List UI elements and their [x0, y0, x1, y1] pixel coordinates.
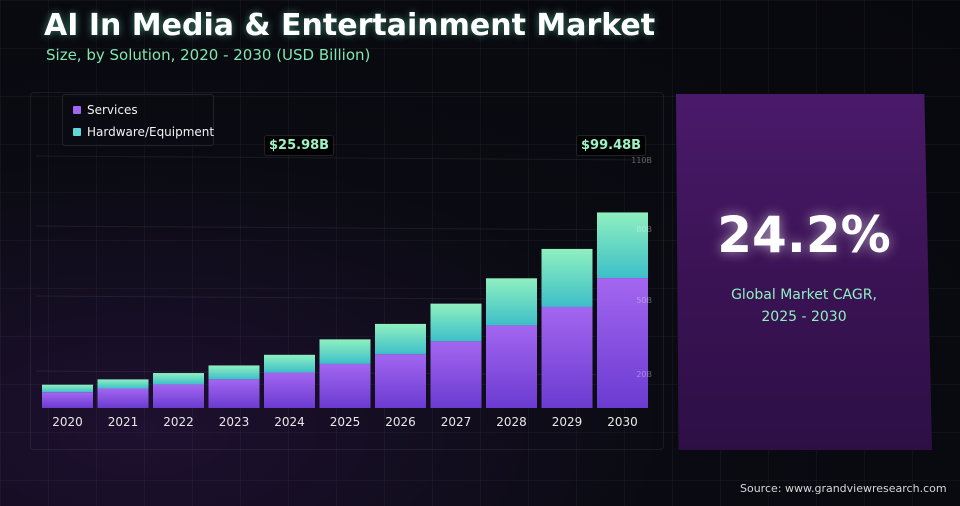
bar-services-2026 — [375, 354, 426, 408]
x-tick-label: 2020 — [52, 415, 83, 429]
bar-services-2025 — [319, 363, 371, 408]
callout-2024-value: $25.98B — [264, 135, 335, 156]
chart-panel — [30, 92, 664, 450]
callout-2030-value: $99.48B — [576, 135, 647, 156]
bar-hardware-2026 — [375, 323, 426, 355]
cagr-label-line1: Global Market CAGR, — [731, 287, 877, 303]
cagr-label-line2: 2025 - 2030 — [761, 309, 847, 325]
legend-item-hardware: Hardware/Equipment — [73, 125, 214, 139]
bar-hardware-2021 — [97, 379, 149, 389]
bar-hardware-2022 — [153, 373, 204, 385]
chart-legend: Services Hardware/Equipment — [62, 94, 214, 146]
grid-line — [35, 155, 651, 161]
x-tick-label: 2022 — [163, 415, 194, 429]
source-note: Source: www.grandviewresearch.com — [740, 482, 947, 495]
x-tick-label: 2025 — [330, 415, 361, 429]
bar-hardware-2027 — [430, 303, 482, 342]
bar-hardware-2025 — [319, 339, 371, 364]
legend-label-services: Services — [87, 103, 138, 117]
grid-line — [35, 225, 651, 231]
bar-hardware-2028 — [486, 278, 537, 326]
x-tick-label: 2024 — [274, 415, 305, 429]
chart-title: AI In Media & Entertainment Market — [44, 8, 656, 43]
y-tick-label: 20B — [636, 370, 652, 379]
bar-services-2022 — [153, 384, 204, 408]
y-tick-label: 80B — [636, 225, 652, 234]
x-tick-label: 2021 — [108, 415, 139, 429]
cagr-value: 24.2% — [717, 206, 891, 264]
bar-hardware-2029 — [541, 248, 593, 307]
bar-hardware-2024 — [264, 354, 315, 373]
legend-item-services: Services — [73, 103, 138, 117]
x-tick-label: 2026 — [385, 415, 416, 429]
x-tick-label: 2029 — [552, 415, 583, 429]
legend-label-hardware: Hardware/Equipment — [87, 125, 215, 139]
bar-services-2027 — [430, 341, 482, 408]
chart-subtitle: Size, by Solution, 2020 - 2030 (USD Bill… — [46, 46, 371, 64]
bar-hardware-2020 — [42, 384, 93, 393]
legend-swatch-services — [73, 106, 81, 114]
bar-services-2023 — [208, 379, 260, 408]
x-tick-label: 2027 — [441, 415, 472, 429]
bar-services-2030 — [597, 278, 648, 408]
bar-services-2024 — [264, 372, 315, 408]
y-tick-label: 50B — [636, 296, 652, 305]
bar-hardware-2030 — [597, 212, 648, 279]
x-tick-label: 2023 — [219, 415, 250, 429]
x-tick-label: 2030 — [607, 415, 638, 429]
legend-swatch-hardware — [73, 128, 81, 136]
y-tick-label: 110B — [631, 156, 652, 165]
bar-services-2028 — [486, 325, 537, 408]
cagr-panel: 24.2% Global Market CAGR, 2025 - 2030 — [676, 94, 932, 450]
cagr-label: Global Market CAGR, 2025 - 2030 — [676, 284, 932, 328]
bar-services-2021 — [97, 388, 149, 408]
x-tick-label: 2028 — [496, 415, 527, 429]
bar-services-2029 — [541, 306, 593, 408]
bar-services-2020 — [42, 392, 93, 408]
bar-hardware-2023 — [208, 365, 260, 380]
